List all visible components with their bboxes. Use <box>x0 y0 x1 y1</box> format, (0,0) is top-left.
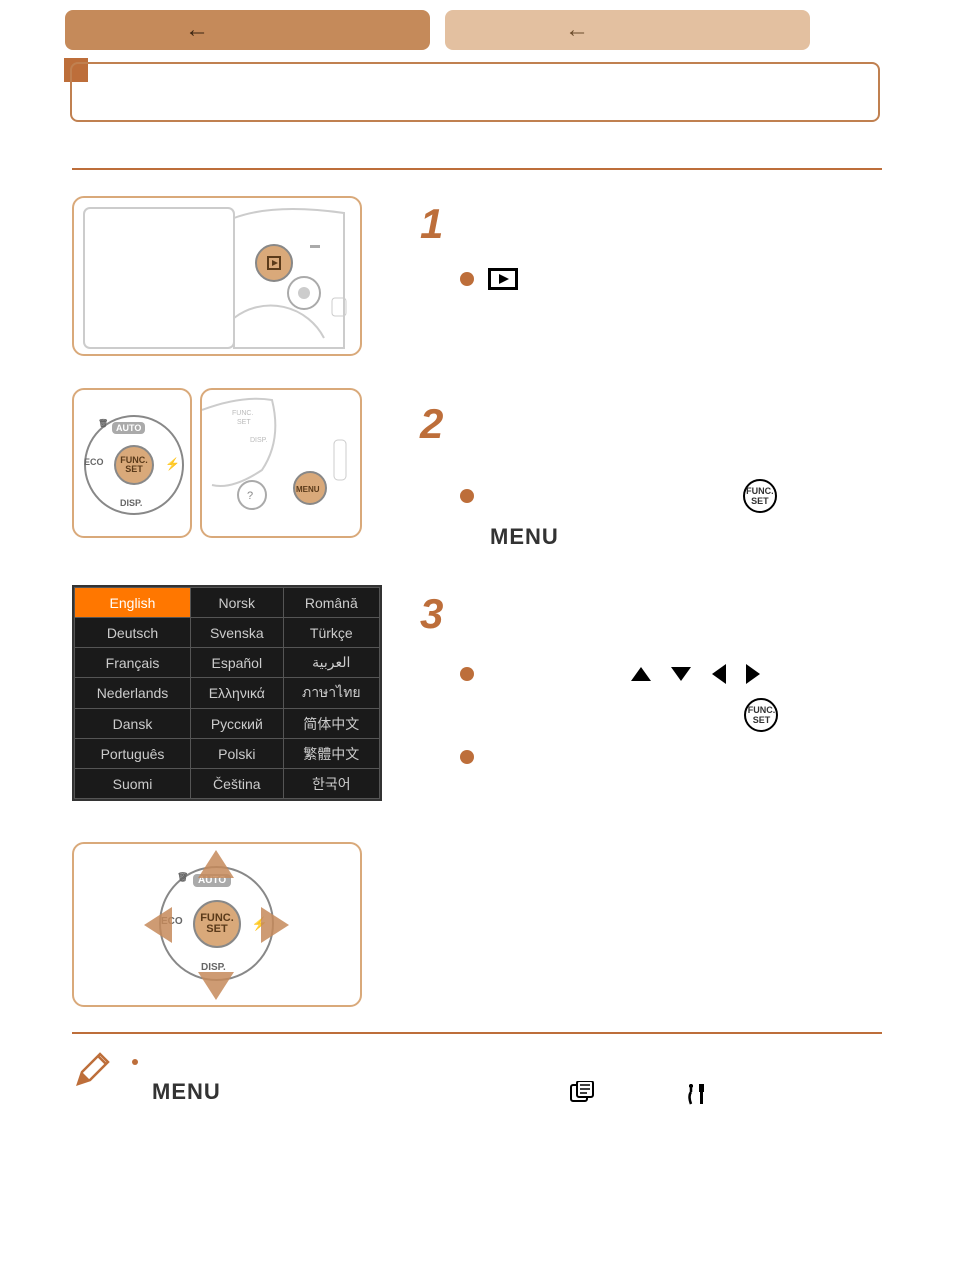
svg-text:FUNC.: FUNC. <box>232 410 253 417</box>
language-cell: Polski <box>190 739 283 769</box>
pencil-icon <box>72 1050 112 1090</box>
back-button-2[interactable]: ← <box>445 10 810 50</box>
language-cell: 简体中文 <box>283 709 379 739</box>
illustration-camera-back: ▬ <box>72 196 362 356</box>
func-set-icon: FUNC.SET <box>744 698 778 732</box>
func-set-icon: FUNC.SET <box>743 479 777 513</box>
divider-bottom <box>72 1032 882 1034</box>
divider-top <box>72 168 882 170</box>
language-cell: Español <box>190 648 283 678</box>
language-cell: English <box>75 588 191 618</box>
svg-text:?: ? <box>247 490 253 502</box>
arrow-left-icon <box>712 664 726 684</box>
arrow-up-icon <box>631 667 651 681</box>
menu-label: MENU <box>490 524 559 549</box>
language-cell: Čeština <box>190 769 283 799</box>
back-button-1[interactable]: ← <box>65 10 430 50</box>
step-number-2: 2 <box>420 400 443 448</box>
language-cell: Dansk <box>75 709 191 739</box>
bullet-icon <box>460 750 474 764</box>
arrow-left-icon: ← <box>185 16 209 44</box>
language-table-screenshot: EnglishNorskRomână DeutschSvenskaTürkçe Fr… <box>72 585 382 801</box>
language-cell: Svenska <box>190 618 283 648</box>
language-cell: 繁體中文 <box>283 739 379 769</box>
svg-text:▬: ▬ <box>310 240 320 251</box>
language-cell: Nederlands <box>75 678 191 709</box>
arrow-right-icon <box>746 664 760 684</box>
svg-text:DISP.: DISP. <box>250 437 267 444</box>
language-cell: ภาษาไทย <box>283 678 379 709</box>
arrow-left-icon: ← <box>565 16 589 44</box>
language-cell: Română <box>283 588 379 618</box>
note-section: MENU <box>72 1050 882 1109</box>
illustration-dial: FUNC. SET AUTO 🗑 ECO ⚡ DISP. <box>72 388 192 538</box>
language-cell: Deutsch <box>75 618 191 648</box>
step-number-1: 1 <box>420 200 443 248</box>
language-cell: العربية <box>283 648 379 678</box>
language-cell: Ελληνικά <box>190 678 283 709</box>
breadcrumb-box <box>70 62 880 122</box>
menu-label-note: MENU <box>152 1079 221 1104</box>
language-cell: Français <box>75 648 191 678</box>
language-cell: 한국어 <box>283 769 379 799</box>
step-number-3: 3 <box>420 590 443 638</box>
language-cell: Português <box>75 739 191 769</box>
illustration-menu-button: FUNC. SET DISP. ? MENU <box>200 388 362 538</box>
tools-tab-icon <box>685 1082 709 1104</box>
bullet-icon <box>460 489 474 503</box>
language-cell: Русский <box>190 709 283 739</box>
svg-text:SET: SET <box>237 419 251 426</box>
note-bullet-icon <box>132 1059 138 1065</box>
bullet-icon <box>460 667 474 681</box>
arrow-down-icon <box>671 667 691 681</box>
language-setting-icon <box>569 1079 601 1104</box>
language-cell: Suomi <box>75 769 191 799</box>
illustration-dial-arrows: FUNC. SET AUTO 🗑 ECO ⚡ DISP. <box>72 842 362 1007</box>
playback-icon <box>488 268 518 290</box>
svg-text:MENU: MENU <box>296 485 320 494</box>
language-cell: Türkçe <box>283 618 379 648</box>
bullet-icon <box>460 272 474 286</box>
language-cell: Norsk <box>190 588 283 618</box>
